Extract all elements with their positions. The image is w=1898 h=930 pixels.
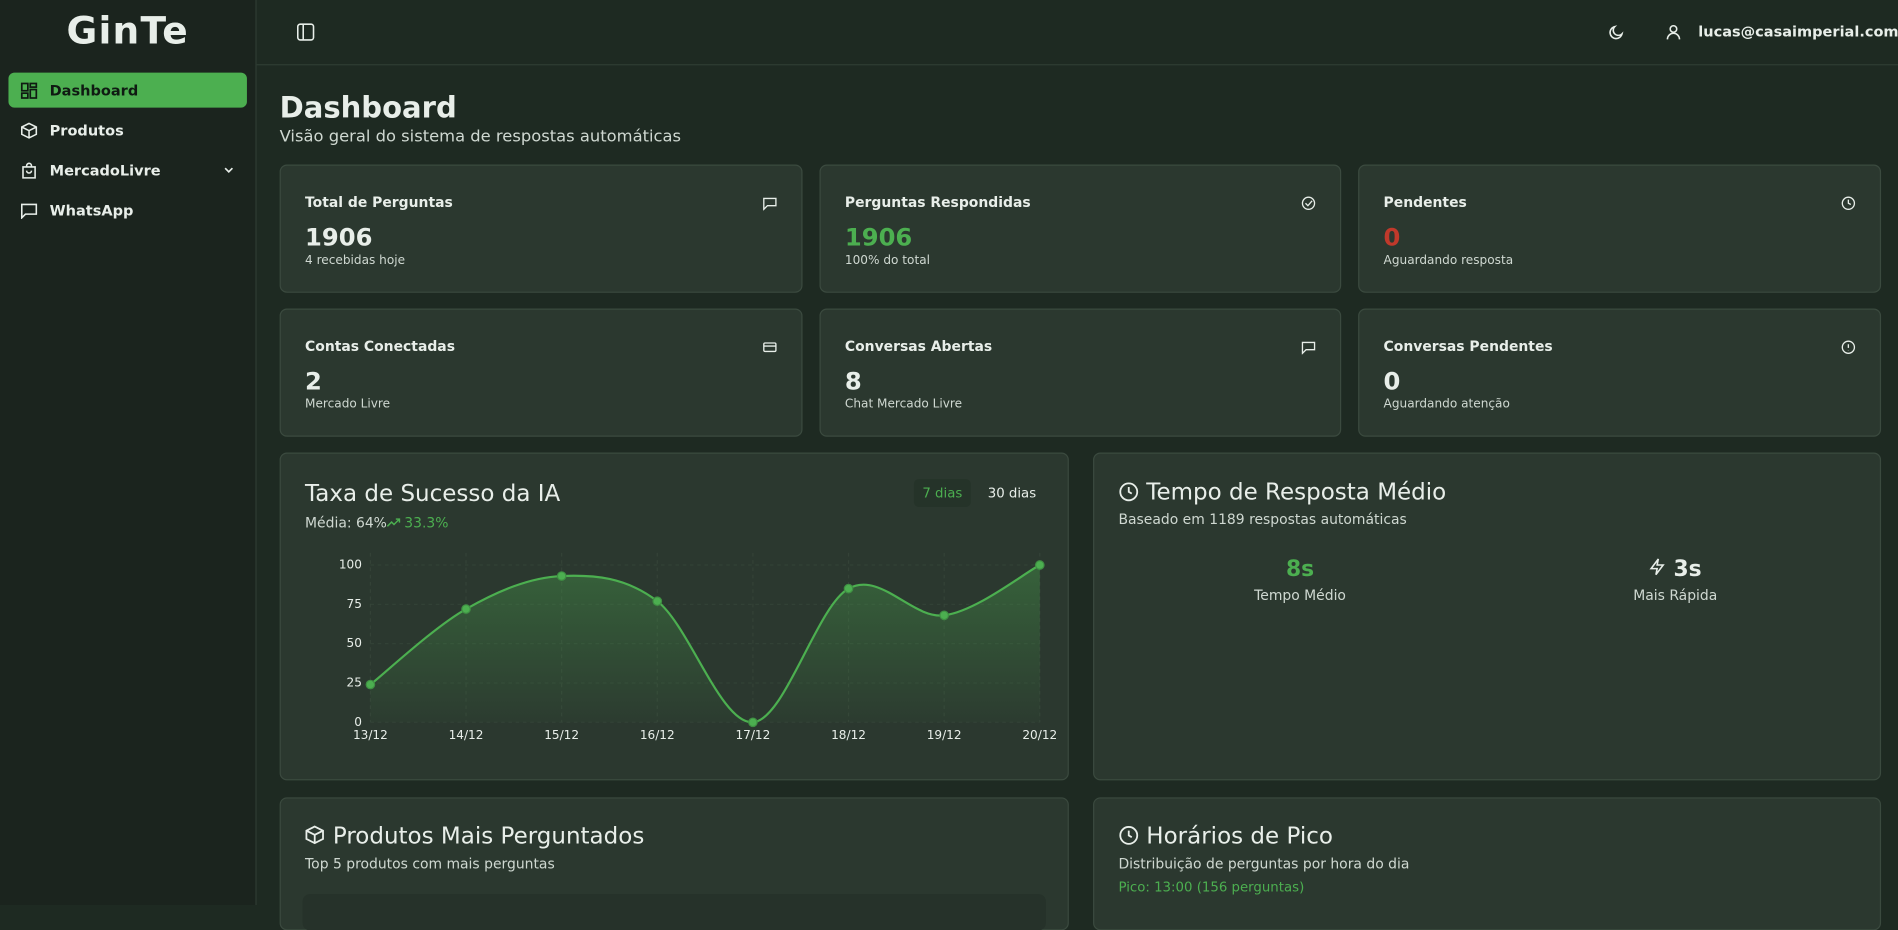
- chart-subtitle: Média: 64%: [305, 514, 387, 532]
- theme-toggle[interactable]: [1609, 24, 1625, 40]
- metric-value: 8s: [1285, 556, 1315, 582]
- point: [365, 679, 376, 690]
- y-tick-label: 0: [354, 715, 362, 729]
- area: [370, 565, 1040, 723]
- stat-icon: [1841, 196, 1856, 210]
- metric-value: 3s: [1494, 557, 1857, 582]
- stat-value: 2: [305, 366, 322, 396]
- page-title: Dashboard: [279, 90, 457, 125]
- stat-label: Total de Perguntas: [305, 193, 453, 211]
- products-card: Produtos Mais Perguntados Top 5 produtos…: [279, 797, 1069, 930]
- x-tick-label: 17/12: [735, 728, 770, 742]
- menu-label: MercadoLivre: [49, 161, 161, 179]
- response-subtitle: Baseado em 1189 respostas automáticas: [1118, 510, 1407, 528]
- response-title: Tempo de Resposta Médio: [1146, 479, 1447, 506]
- stat-value: 0: [1383, 222, 1401, 252]
- stat-note: Mercado Livre: [305, 398, 391, 412]
- point: [843, 583, 854, 594]
- stat-card: Conversas Abertas 8 Chat Mercado Livre: [819, 308, 1342, 437]
- user-icon: [1666, 24, 1681, 40]
- stat-card: Conversas Pendentes 0 Aguardando atenção: [1358, 308, 1882, 437]
- sidebar: GinTe Dashboard Produtos MercadoLivre Wh…: [0, 0, 257, 905]
- peak-card: Horários de Pico Distribuição de pergunt…: [1093, 797, 1882, 930]
- stat-card: Perguntas Respondidas 1906 100% do total: [819, 164, 1342, 293]
- line: [369, 564, 1041, 724]
- stat-card: Total de Perguntas 1906 4 recebidas hoje: [279, 164, 803, 293]
- point: [461, 604, 471, 614]
- metric-label: Mais Rápida: [1633, 586, 1718, 604]
- point: [652, 596, 663, 607]
- stat-icon: [1301, 196, 1316, 210]
- response-card: Tempo de Resposta Médio Baseado em 1189 …: [1093, 452, 1882, 781]
- stat-note: 4 recebidas hoje: [305, 254, 406, 268]
- menu-item[interactable]: Produtos: [8, 113, 246, 148]
- stat-icon: [763, 197, 777, 211]
- peak-title: Horários de Pico: [1146, 822, 1333, 850]
- stat-label: Conversas Pendentes: [1383, 337, 1553, 355]
- y-tick-label: 25: [347, 675, 362, 689]
- stat-note: 100% do total: [844, 254, 930, 268]
- y-tick-label: 75: [347, 597, 362, 611]
- range-button[interactable]: 30 dias: [987, 485, 1037, 501]
- y-tick-label: 50: [347, 636, 362, 650]
- point: [1034, 560, 1045, 570]
- stat-icon: [1841, 340, 1856, 354]
- stat-note: Aguardando atenção: [1383, 398, 1510, 412]
- trend-icon: [386, 518, 401, 527]
- products-list: [302, 894, 1046, 930]
- stat-icon: [1301, 341, 1316, 355]
- point: [939, 610, 950, 621]
- chart-title: Taxa de Sucesso da IA: [305, 480, 561, 507]
- peak-highlight: Pico: 13:00 (156 perguntas): [1118, 879, 1305, 896]
- stat-value: 8: [844, 366, 862, 396]
- x-tick-label: 20/12: [1022, 728, 1057, 742]
- point: [556, 571, 567, 581]
- stat-label: Contas Conectadas: [305, 337, 455, 355]
- stat-card: Pendentes 0 Aguardando resposta: [1358, 164, 1882, 293]
- logo[interactable]: GinTe: [66, 9, 189, 54]
- menu-item[interactable]: WhatsApp: [8, 192, 246, 227]
- trend-value: 33.3%: [404, 514, 449, 532]
- stat-value: 0: [1383, 366, 1401, 396]
- clock-icon: [1119, 482, 1139, 502]
- stat-value: 1906: [305, 222, 373, 252]
- sidebar-toggle[interactable]: [296, 23, 315, 41]
- stat-label: Perguntas Respondidas: [844, 193, 1031, 211]
- stat-icon: [763, 342, 777, 353]
- products-title: Produtos Mais Perguntados: [332, 822, 645, 850]
- peak-subtitle: Distribuição de perguntas por hora do di…: [1118, 855, 1410, 873]
- metric-label: Tempo Médio: [1254, 586, 1346, 604]
- stat-label: Conversas Abertas: [844, 337, 993, 355]
- line-chart: 0 25 50 75 100 13/12 14/12 15/12 16/12 17/12 18/12…: [339, 552, 1057, 742]
- x-tick-label: 19/12: [927, 728, 962, 742]
- stat-note: Chat Mercado Livre: [844, 398, 963, 412]
- menu-item[interactable]: MercadoLivre: [8, 152, 246, 187]
- stat-value: 1906: [844, 222, 913, 252]
- range-button[interactable]: 7 dias: [913, 479, 971, 507]
- y-tick-label: 100: [339, 558, 362, 572]
- stat-card: Contas Conectadas 2 Mercado Livre: [279, 308, 803, 437]
- menu-label: Produtos: [49, 121, 124, 139]
- x-tick-label: 16/12: [640, 728, 675, 742]
- point: [748, 717, 758, 728]
- x-tick-label: 13/12: [353, 728, 388, 742]
- user-email[interactable]: lucas@casaimperial.com.br: [1698, 22, 1898, 40]
- stat-label: Pendentes: [1383, 193, 1467, 211]
- x-tick-label: 18/12: [831, 728, 866, 742]
- stat-note: Aguardando resposta: [1383, 254, 1514, 268]
- metric-number: 3s: [1673, 556, 1702, 582]
- x-tick-label: 15/12: [544, 728, 579, 742]
- menu-label: Dashboard: [49, 81, 139, 99]
- menu-label: WhatsApp: [49, 201, 134, 219]
- x-tick-label: 14/12: [449, 728, 484, 742]
- page-subtitle: Visão geral do sistema de respostas auto…: [279, 127, 682, 147]
- products-subtitle: Top 5 produtos com mais perguntas: [305, 855, 555, 873]
- chart-card: Taxa de Sucesso da IA Média: 64% 33.3% 7…: [279, 452, 1069, 781]
- menu-item[interactable]: Dashboard: [8, 72, 247, 108]
- header: lucas@casaimperial.com.br: [256, 0, 1898, 66]
